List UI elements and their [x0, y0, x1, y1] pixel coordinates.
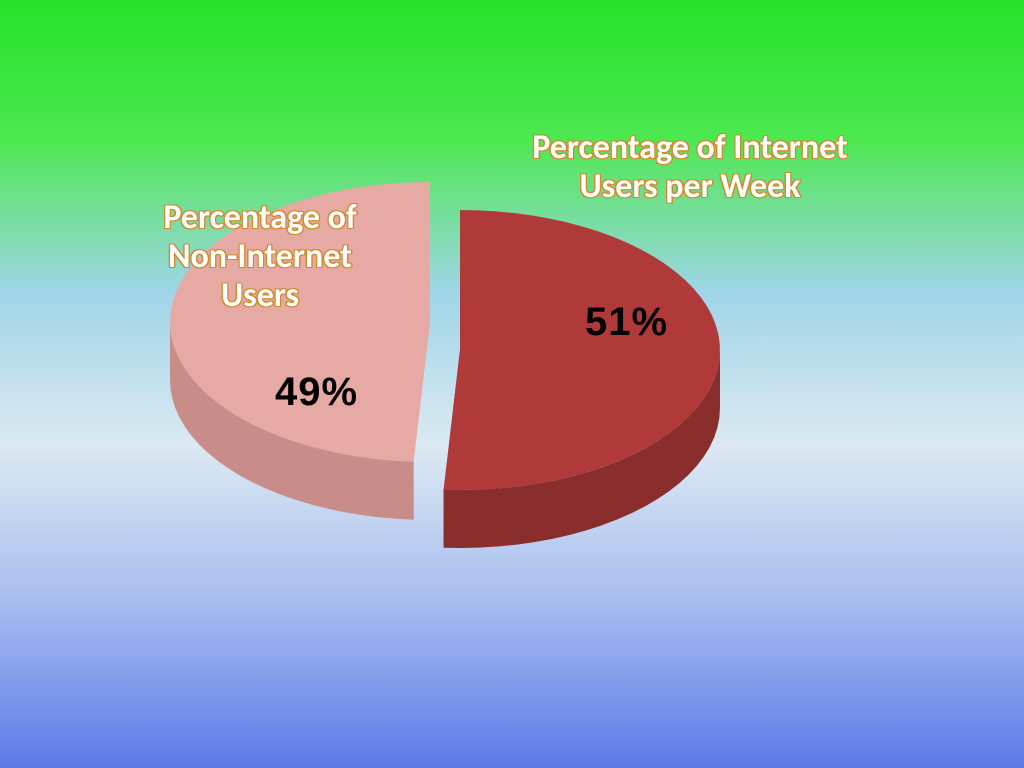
slice-title-noninternet: Percentage of Non-Internet Users — [130, 198, 390, 315]
slice-value-noninternet: 49% — [275, 370, 358, 415]
pie-chart-3d — [0, 0, 1024, 768]
slice-title-internet: Percentage of Internet Users per Week — [510, 128, 870, 206]
slice-value-internet: 51% — [585, 300, 668, 345]
chart-stage: Percentage of Internet Users per Week Pe… — [0, 0, 1024, 768]
